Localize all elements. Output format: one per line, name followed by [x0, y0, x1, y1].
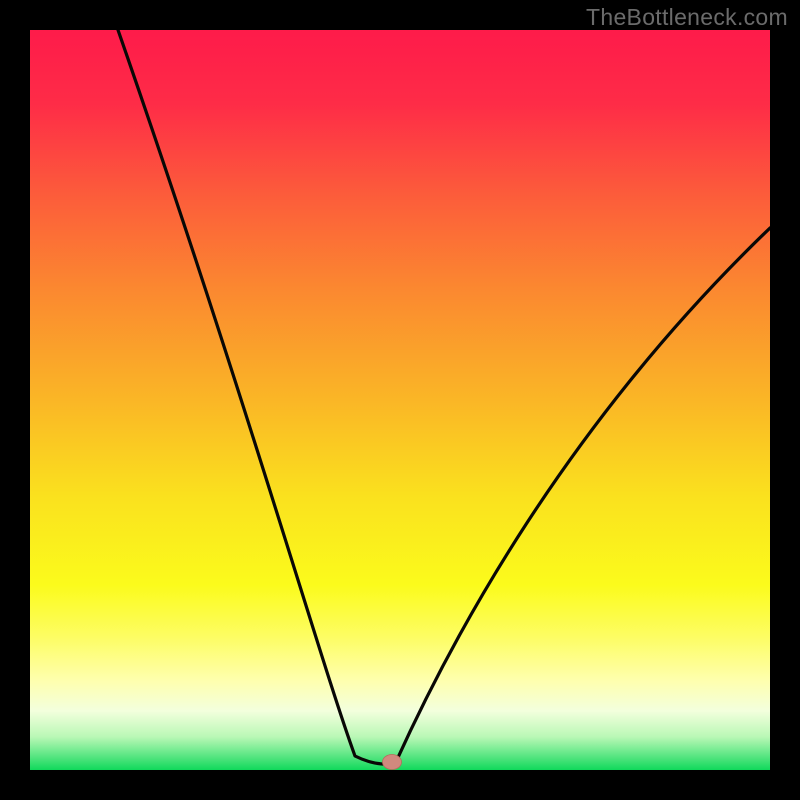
- bottleneck-chart: [0, 0, 800, 800]
- optimum-marker: [383, 755, 402, 770]
- watermark-text: TheBottleneck.com: [586, 4, 788, 31]
- plot-background-gradient: [30, 30, 770, 770]
